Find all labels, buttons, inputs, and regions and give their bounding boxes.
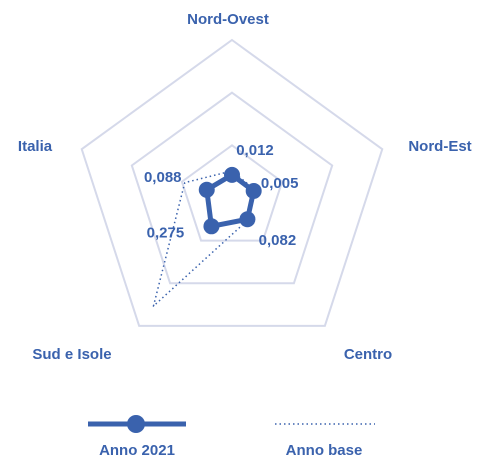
value-label: 0,088 — [144, 169, 182, 186]
legend-label: Anno 2021 — [99, 442, 175, 459]
value-label: 0,005 — [261, 175, 299, 192]
axis-label: Italia — [18, 138, 53, 155]
axis-label: Sud e Isole — [32, 346, 111, 363]
grid-ring — [130, 91, 334, 285]
value-label: 0,012 — [236, 142, 274, 159]
data-point — [224, 166, 240, 183]
value-label: 0,082 — [259, 232, 297, 249]
series-line — [152, 170, 257, 307]
legend-marker — [127, 415, 145, 433]
axis-label: Nord-Est — [408, 138, 471, 155]
value-label: 0,275 — [147, 224, 185, 241]
data-point — [239, 211, 256, 228]
grid-ring — [80, 38, 384, 327]
data-point — [245, 182, 262, 199]
axis-label: Centro — [344, 346, 392, 363]
grid-ring — [180, 144, 284, 242]
data-point — [198, 181, 215, 198]
legend-label: Anno base — [286, 442, 363, 459]
data-point — [203, 218, 220, 235]
axis-label: Nord-Ovest — [187, 11, 269, 28]
